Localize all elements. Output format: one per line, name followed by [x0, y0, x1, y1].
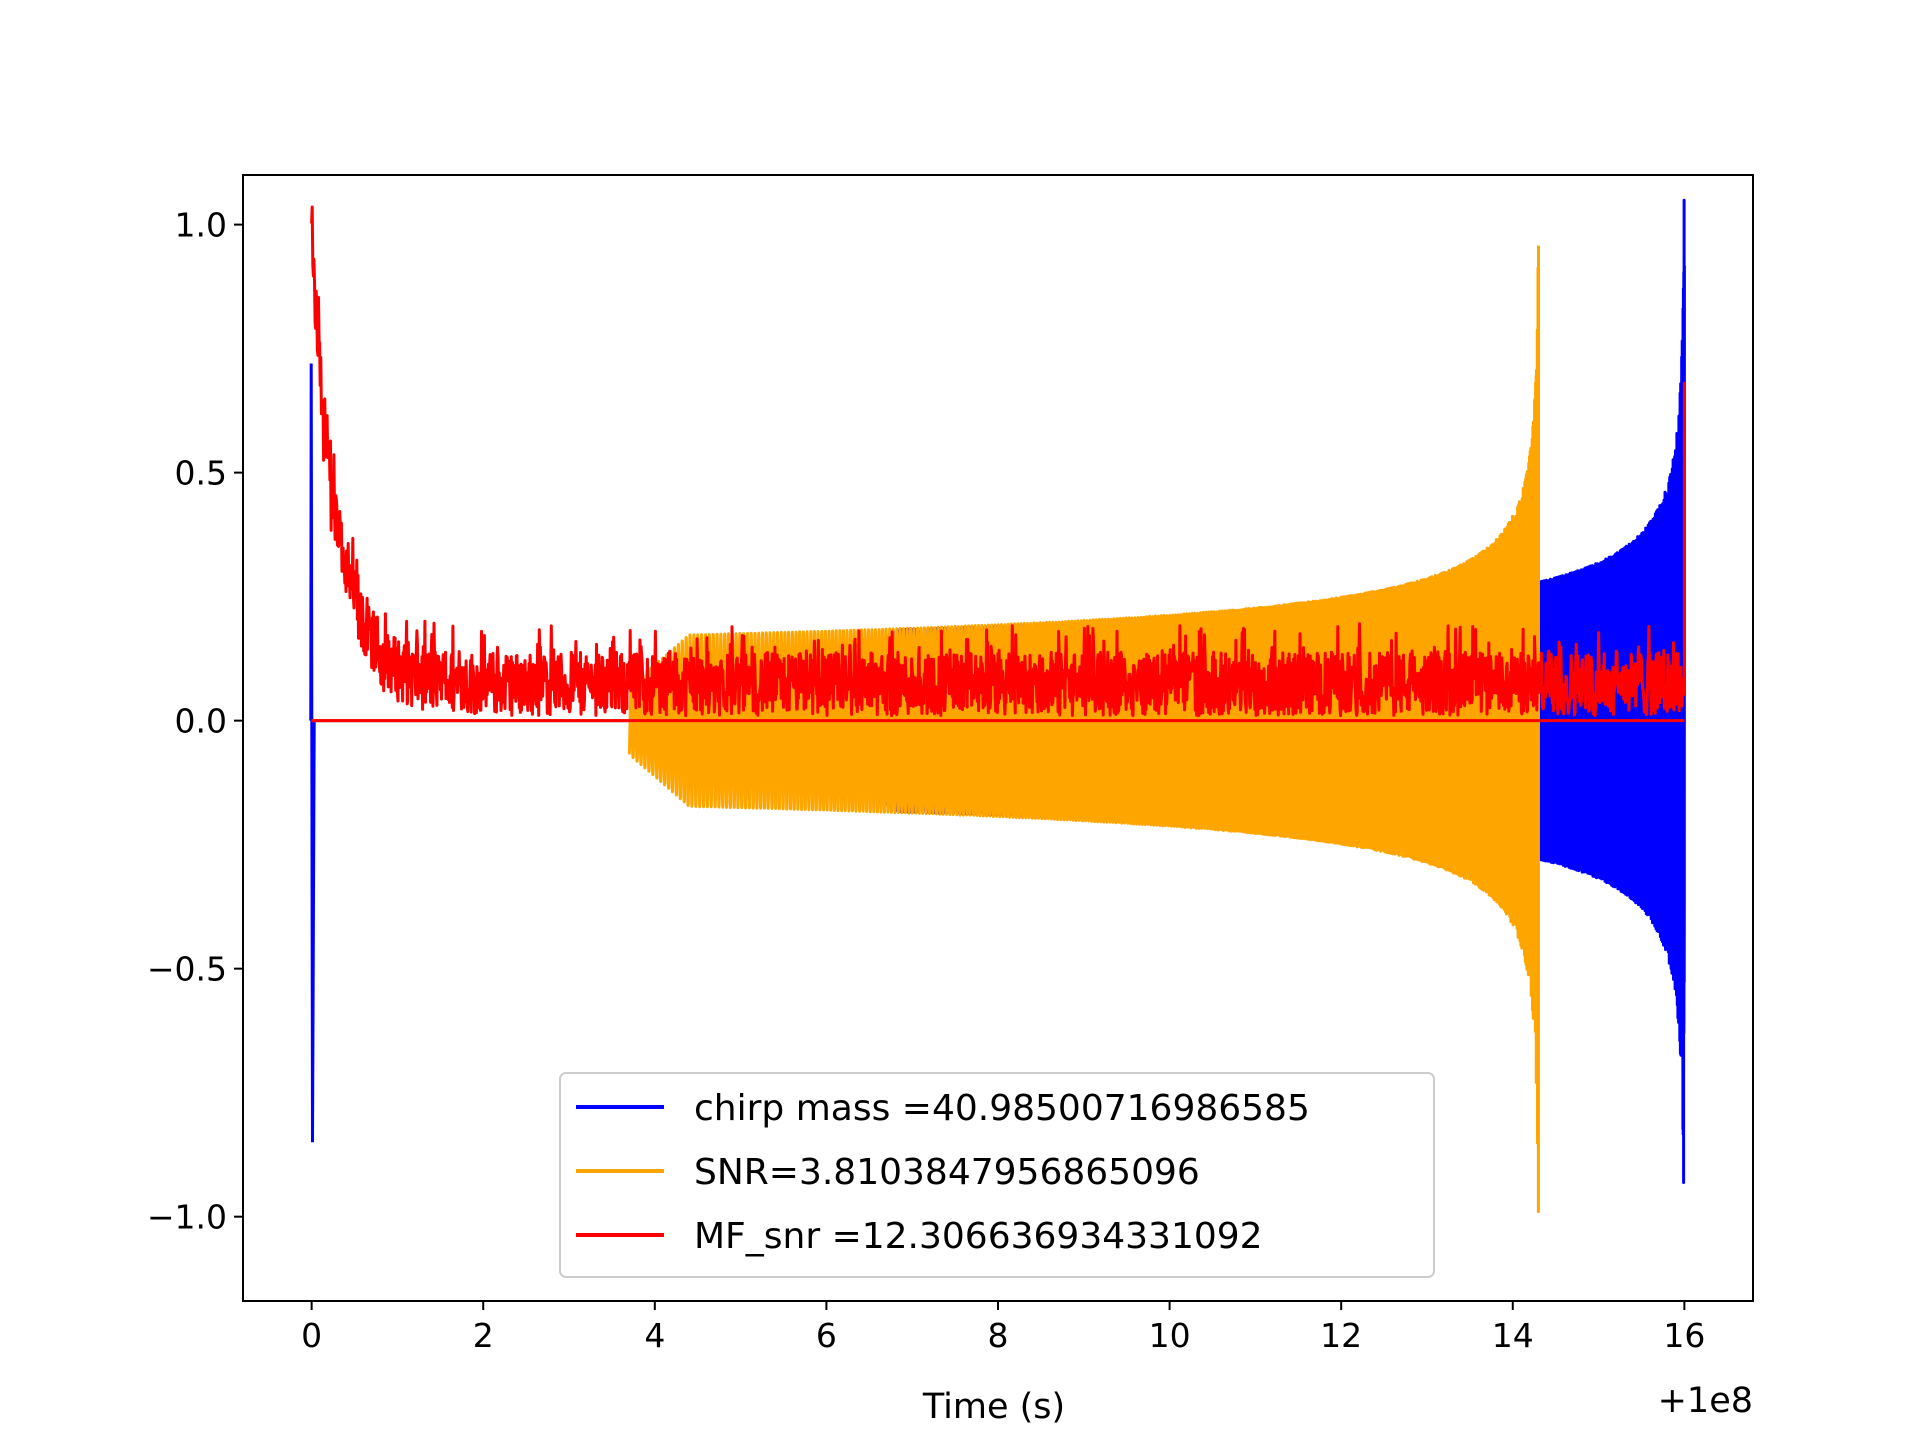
- x-tick-label: 0: [301, 1316, 322, 1355]
- x-tick-label: 14: [1492, 1316, 1534, 1355]
- y-tick-label: −1.0: [147, 1198, 227, 1237]
- x-axis-offset-label: +1e8: [1658, 1381, 1753, 1421]
- x-axis-label: Time (s): [922, 1387, 1065, 1427]
- x-axis: 0 2 4 6 8 10 12 14 16: [301, 1301, 1705, 1355]
- series-1-early-spike: [309, 363, 316, 1143]
- x-tick-label: 8: [988, 1316, 1009, 1355]
- x-tick-label: 16: [1663, 1316, 1705, 1355]
- x-tick-label: 10: [1149, 1316, 1191, 1355]
- legend-label: chirp mass =40.98500716986585: [694, 1088, 1310, 1129]
- y-tick-label: 1.0: [175, 206, 227, 245]
- x-tick-label: 4: [644, 1316, 665, 1355]
- series-3-line: [310, 205, 1686, 718]
- series-2: [311, 245, 1540, 1213]
- legend-label: MF_snr =12.306636934331092: [694, 1216, 1263, 1257]
- x-tick-label: 6: [816, 1316, 837, 1355]
- plot-area: [309, 198, 1686, 1213]
- y-tick-label: 0.5: [175, 454, 227, 493]
- legend: chirp mass =40.98500716986585 SNR=3.81038…: [559, 1072, 1435, 1278]
- x-tick-label: 2: [473, 1316, 494, 1355]
- legend-label: SNR=3.8103847956865096: [694, 1152, 1200, 1193]
- x-tick-label: 12: [1320, 1316, 1362, 1355]
- y-axis: 1.0 0.5 0.0 −0.5 −1.0: [147, 206, 243, 1237]
- series-3: [310, 205, 1686, 723]
- legend-box: [559, 1072, 1435, 1278]
- y-tick-label: −0.5: [147, 950, 227, 989]
- series-2-line: [627, 245, 1540, 1213]
- y-tick-label: 0.0: [175, 702, 227, 741]
